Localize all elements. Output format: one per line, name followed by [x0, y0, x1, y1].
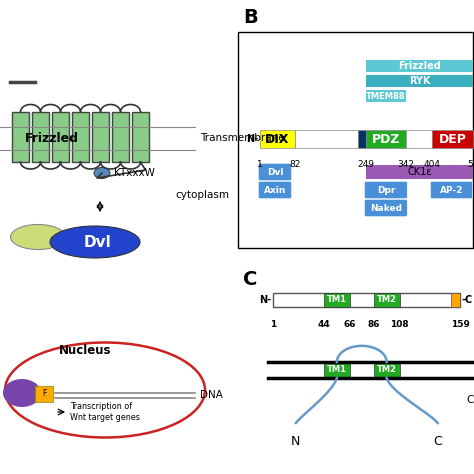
Bar — [450, 293, 460, 307]
Bar — [112, 112, 129, 162]
FancyBboxPatch shape — [365, 200, 407, 217]
Bar — [374, 293, 400, 307]
Text: 108: 108 — [390, 320, 409, 329]
Text: cytoplasm: cytoplasm — [175, 190, 229, 200]
Bar — [92, 112, 109, 162]
Text: 1: 1 — [270, 320, 276, 329]
Ellipse shape — [5, 343, 205, 438]
Ellipse shape — [3, 379, 41, 407]
Bar — [366, 75, 473, 87]
Bar — [238, 32, 473, 248]
FancyBboxPatch shape — [258, 182, 292, 199]
Text: 1: 1 — [257, 160, 263, 169]
Text: 404: 404 — [424, 160, 441, 169]
Text: Naked: Naked — [370, 203, 402, 212]
Bar — [72, 112, 89, 162]
Bar — [295, 130, 358, 148]
Bar — [12, 112, 29, 162]
Text: TM1: TM1 — [327, 295, 347, 304]
Text: CK1ε: CK1ε — [407, 167, 432, 177]
Bar — [366, 60, 473, 72]
Text: TM2: TM2 — [377, 295, 397, 304]
Text: 44: 44 — [318, 320, 330, 329]
Text: PDZ: PDZ — [372, 133, 400, 146]
Text: TMEM88: TMEM88 — [366, 91, 406, 100]
Text: 86: 86 — [367, 320, 380, 329]
Text: Dvl: Dvl — [84, 235, 112, 249]
Bar — [406, 130, 432, 148]
FancyBboxPatch shape — [430, 182, 473, 199]
Text: DNA: DNA — [200, 390, 223, 400]
Bar — [366, 165, 473, 179]
Bar — [366, 130, 406, 148]
Bar — [374, 362, 400, 378]
Bar — [35, 386, 53, 402]
Ellipse shape — [94, 167, 110, 179]
Bar — [432, 130, 473, 148]
Text: N: N — [291, 435, 301, 448]
Text: N-: N- — [246, 134, 258, 144]
Bar — [273, 293, 460, 307]
Text: 5: 5 — [467, 160, 473, 169]
Text: TM1: TM1 — [327, 365, 347, 374]
Bar — [358, 130, 366, 148]
Text: DIX: DIX — [265, 133, 290, 146]
Text: 66: 66 — [344, 320, 356, 329]
Text: 342: 342 — [397, 160, 414, 169]
Text: Frizzled: Frizzled — [25, 131, 79, 145]
Text: Dvl: Dvl — [267, 167, 283, 176]
Text: Transcription of
Wnt target genes: Transcription of Wnt target genes — [70, 402, 140, 422]
Text: TM2: TM2 — [377, 365, 397, 374]
Text: KTxxxW: KTxxxW — [114, 168, 155, 178]
Text: F: F — [42, 390, 46, 399]
Bar — [366, 90, 406, 102]
Text: DEP: DEP — [438, 133, 466, 146]
Text: N-: N- — [259, 295, 271, 305]
Bar — [132, 112, 149, 162]
Text: 159: 159 — [451, 320, 469, 329]
FancyBboxPatch shape — [258, 164, 292, 181]
Text: AP-2: AP-2 — [440, 185, 463, 194]
Text: Nucleus: Nucleus — [59, 344, 111, 356]
Text: Transmembrane: Transmembrane — [200, 133, 284, 143]
Bar — [32, 112, 49, 162]
Text: 249: 249 — [357, 160, 374, 169]
Text: Frizzled: Frizzled — [398, 61, 441, 71]
Text: C: C — [433, 435, 442, 448]
Text: 82: 82 — [289, 160, 301, 169]
Text: C: C — [243, 270, 257, 289]
Bar — [324, 362, 350, 378]
Ellipse shape — [10, 225, 65, 249]
Text: Axin: Axin — [264, 185, 286, 194]
Text: Cytop: Cytop — [466, 395, 474, 405]
Bar — [324, 293, 350, 307]
Text: RYK: RYK — [409, 76, 430, 86]
Bar — [52, 112, 69, 162]
Text: B: B — [243, 8, 258, 27]
Text: Dpr: Dpr — [377, 185, 395, 194]
Bar — [260, 130, 295, 148]
Text: -C: -C — [462, 295, 473, 305]
FancyBboxPatch shape — [365, 182, 407, 199]
Ellipse shape — [50, 226, 140, 258]
